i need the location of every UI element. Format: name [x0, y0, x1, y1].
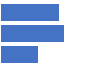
Bar: [1, 4, 59, 21]
Bar: [1, 46, 38, 63]
Bar: [1, 25, 64, 42]
